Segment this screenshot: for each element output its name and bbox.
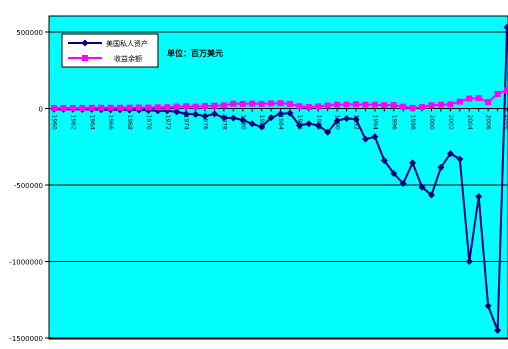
data-point-1-10 bbox=[145, 105, 151, 111]
data-point-1-48 bbox=[504, 87, 508, 93]
data-point-1-8 bbox=[127, 105, 133, 111]
data-point-1-33 bbox=[362, 102, 368, 108]
data-point-1-12 bbox=[164, 104, 170, 110]
data-point-1-42 bbox=[447, 101, 453, 107]
x-tick-label-1: 1962 bbox=[69, 115, 76, 130]
x-tick-label-20: 2000 bbox=[428, 115, 435, 130]
data-point-1-37 bbox=[400, 104, 406, 110]
data-point-1-2 bbox=[70, 105, 76, 111]
data-point-1-39 bbox=[419, 104, 425, 110]
data-point-1-18 bbox=[221, 102, 227, 108]
x-tick-label-21: 2002 bbox=[447, 115, 454, 130]
x-tick-label-22: 2004 bbox=[466, 115, 473, 130]
data-point-1-15 bbox=[193, 104, 199, 110]
data-point-1-6 bbox=[108, 105, 114, 111]
y-tick-label-1: 0 bbox=[39, 106, 43, 114]
legend-label-0: 美国私人资产 bbox=[106, 39, 148, 48]
data-point-1-24 bbox=[278, 100, 284, 106]
data-point-1-25 bbox=[287, 101, 293, 107]
data-point-1-13 bbox=[174, 104, 180, 110]
data-point-1-47 bbox=[495, 91, 501, 97]
data-point-1-45 bbox=[476, 95, 482, 101]
data-point-1-36 bbox=[391, 102, 397, 108]
data-point-1-19 bbox=[230, 101, 236, 107]
data-point-1-3 bbox=[79, 105, 85, 111]
data-point-1-28 bbox=[315, 103, 321, 109]
data-point-1-26 bbox=[296, 103, 302, 109]
data-point-1-7 bbox=[117, 105, 123, 111]
data-point-1-9 bbox=[136, 105, 142, 111]
x-tick-label-19: 1998 bbox=[409, 115, 416, 130]
x-tick-label-17: 1994 bbox=[371, 115, 378, 130]
y-tick-label-2: -500000 bbox=[14, 182, 43, 190]
data-point-1-22 bbox=[259, 101, 265, 107]
data-point-1-4 bbox=[89, 105, 95, 111]
unit-annotation: 单位：百万美元 bbox=[167, 48, 223, 58]
data-point-1-34 bbox=[372, 102, 378, 108]
y-tick-label-4: -1500000 bbox=[9, 335, 43, 343]
data-point-1-14 bbox=[183, 103, 189, 109]
data-point-1-31 bbox=[344, 102, 350, 108]
data-point-1-23 bbox=[268, 100, 274, 106]
data-point-1-17 bbox=[211, 103, 217, 109]
y-tick-label-3: -1000000 bbox=[9, 259, 43, 267]
data-point-1-21 bbox=[249, 101, 255, 107]
x-tick-label-6: 1972 bbox=[164, 115, 171, 130]
data-point-1-44 bbox=[466, 96, 472, 102]
data-point-1-27 bbox=[306, 104, 312, 110]
x-tick-label-2: 1964 bbox=[88, 115, 95, 130]
data-point-1-35 bbox=[381, 102, 387, 108]
data-point-1-38 bbox=[410, 105, 416, 111]
data-point-1-0 bbox=[51, 105, 57, 111]
legend-marker-1 bbox=[82, 55, 88, 61]
x-tick-label-3: 1966 bbox=[107, 115, 114, 130]
legend-label-1: 收益余额 bbox=[114, 54, 142, 63]
y-tick-label-0: 500000 bbox=[16, 29, 43, 37]
data-point-1-46 bbox=[485, 99, 491, 105]
data-point-1-30 bbox=[334, 102, 340, 108]
data-point-1-40 bbox=[429, 102, 435, 108]
x-tick-label-5: 1970 bbox=[145, 115, 152, 130]
data-point-1-16 bbox=[202, 103, 208, 109]
x-tick-label-18: 1996 bbox=[390, 115, 397, 130]
data-point-1-32 bbox=[353, 101, 359, 107]
data-point-1-43 bbox=[457, 99, 463, 105]
data-point-1-5 bbox=[98, 105, 104, 111]
data-point-1-1 bbox=[60, 105, 66, 111]
legend bbox=[62, 34, 158, 67]
data-point-1-29 bbox=[325, 102, 331, 108]
data-point-1-20 bbox=[240, 101, 246, 107]
x-tick-label-23: 2006 bbox=[485, 115, 492, 130]
x-tick-label-4: 1968 bbox=[126, 115, 133, 130]
data-point-1-11 bbox=[155, 104, 161, 110]
x-tick-label-0: 1960 bbox=[51, 115, 58, 130]
data-point-1-41 bbox=[438, 102, 444, 108]
